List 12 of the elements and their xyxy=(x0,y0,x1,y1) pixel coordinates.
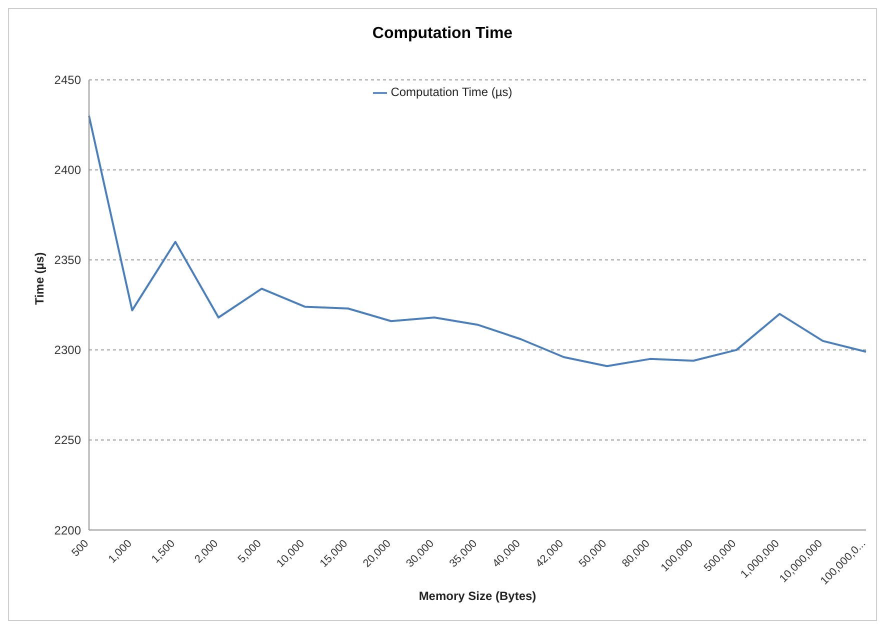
chart-title: Computation Time xyxy=(371,24,514,44)
y-tick-label: 2300 xyxy=(54,343,82,358)
y-axis-title: Time (µs) xyxy=(32,252,46,305)
y-tick-label: 2450 xyxy=(54,73,82,88)
y-tick-label: 2250 xyxy=(54,433,82,448)
line-series xyxy=(88,114,867,368)
legend-label: Computation Time (µs) xyxy=(390,85,512,99)
x-tick-label: 500 xyxy=(70,538,92,560)
y-tick-label: 2400 xyxy=(54,163,82,178)
y-tick-label: 2200 xyxy=(54,523,82,538)
y-tick-label: 2350 xyxy=(54,253,82,268)
x-axis-title: Memory Size (Bytes) xyxy=(418,589,536,603)
